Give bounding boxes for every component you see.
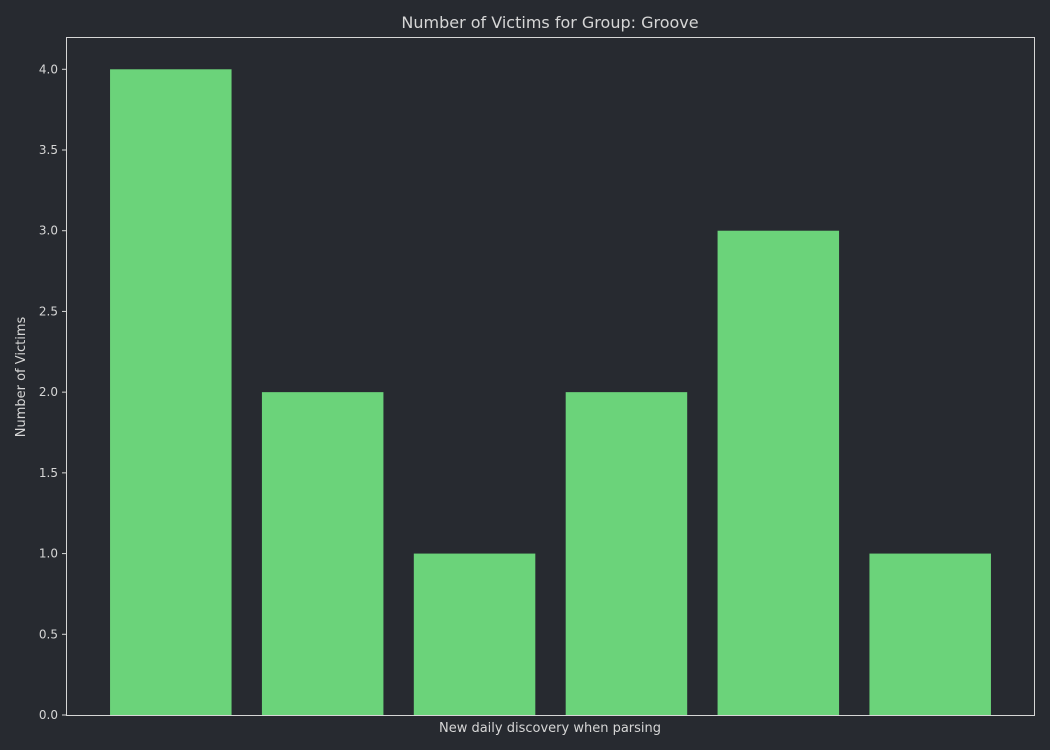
y-tick-label: 1.0 — [39, 547, 58, 561]
y-axis-label: Number of Victims — [14, 317, 29, 438]
bar-6 — [869, 553, 991, 715]
y-tick-label: 2.5 — [39, 304, 58, 318]
y-axis-ticks: 0.0 0.5 1.0 1.5 2.0 2.5 3.0 3.5 4.0 — [39, 62, 66, 722]
y-tick-label: 3.5 — [39, 143, 58, 157]
plot-frame — [66, 37, 1035, 716]
bar-3 — [413, 553, 536, 715]
y-tick-label: 1.5 — [39, 466, 58, 480]
bar-1 — [110, 69, 232, 716]
y-tick-label: 0.5 — [39, 627, 58, 641]
y-tick-label: 0.0 — [39, 708, 58, 722]
y-tick-label: 2.0 — [39, 385, 58, 399]
bar-5 — [717, 230, 840, 715]
bar-2 — [261, 392, 384, 715]
bars — [110, 69, 991, 716]
y-tick-label: 4.0 — [39, 62, 58, 76]
x-axis-label: New daily discovery when parsing — [439, 721, 661, 736]
chart-title: Number of Victims for Group: Groove — [401, 13, 698, 32]
bar-4 — [565, 392, 688, 715]
y-tick-label: 3.0 — [39, 224, 58, 238]
